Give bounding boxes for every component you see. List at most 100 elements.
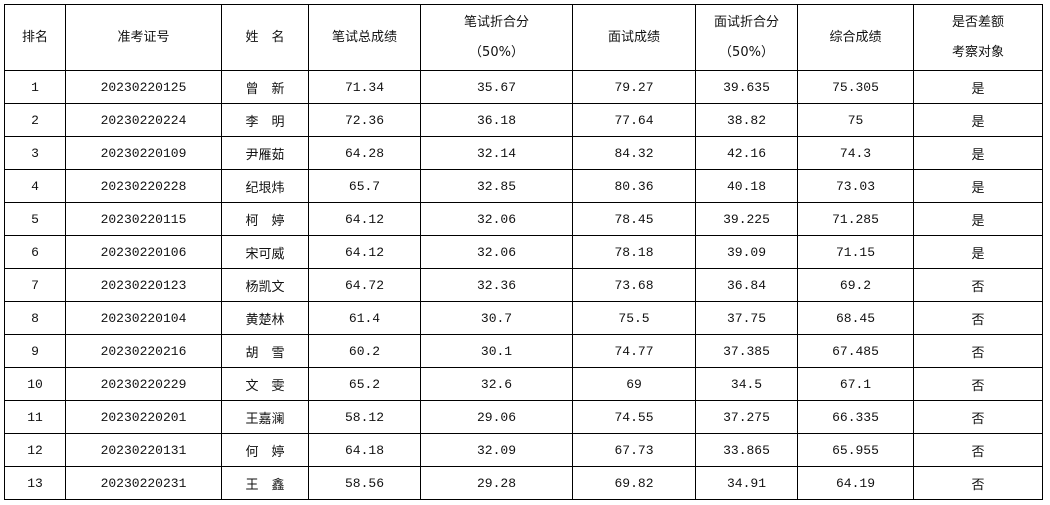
header-written-weighted-label: 笔试折合分 <box>463 14 529 30</box>
table-row: 4 20230220228 纪垠炜 65.7 32.85 80.36 40.18 73.03 是 <box>4 169 1043 203</box>
cell-inspect: 否 <box>913 301 1043 335</box>
cell-overall: 71.15 <box>797 235 914 269</box>
cell-written-total: 64.12 <box>308 235 421 269</box>
cell-rank: 4 <box>4 169 66 203</box>
cell-rank: 6 <box>4 235 66 269</box>
cell-name: 曾 新 <box>221 70 309 104</box>
cell-interview-weighted: 37.275 <box>695 400 798 434</box>
cell-interview-weighted: 42.16 <box>695 136 798 170</box>
cell-interview-weighted: 40.18 <box>695 169 798 203</box>
cell-ticket: 20230220125 <box>65 70 222 104</box>
cell-interview-weighted: 38.82 <box>695 103 798 137</box>
table-row: 6 20230220106 宋可威 64.12 32.06 78.18 39.09 71.15… <box>4 235 1043 269</box>
cell-name: 李 明 <box>221 103 309 137</box>
table-row: 2 20230220224 李 明 72.36 36.18 77.64 38.82 75 是 <box>4 103 1043 137</box>
header-interview-weighted-label: 面试折合分 <box>713 14 779 30</box>
cell-interview-weighted: 34.5 <box>695 367 798 401</box>
cell-inspect: 是 <box>913 202 1043 236</box>
cell-overall: 65.955 <box>797 433 914 467</box>
cell-interview: 78.18 <box>572 235 696 269</box>
table-row: 5 20230220115 柯 婷 64.12 32.06 78.45 39.225 71.2… <box>4 202 1043 236</box>
cell-written-total: 64.28 <box>308 136 421 170</box>
table-row: 11 20230220201 王嘉澜 58.12 29.06 74.55 37.275 66.… <box>4 400 1043 434</box>
cell-interview-weighted: 34.91 <box>695 466 798 500</box>
cell-ticket: 20230220109 <box>65 136 222 170</box>
cell-ticket: 20230220216 <box>65 334 222 368</box>
cell-name: 胡 雪 <box>221 334 309 368</box>
header-written-weighted: 笔试折合分 （50%） <box>420 4 573 71</box>
cell-name: 杨凯文 <box>221 268 309 302</box>
table-row: 10 20230220229 文 雯 65.2 32.6 69 34.5 67.1 否 <box>4 367 1043 401</box>
cell-inspect: 是 <box>913 169 1043 203</box>
cell-interview: 80.36 <box>572 169 696 203</box>
cell-interview-weighted: 39.635 <box>695 70 798 104</box>
cell-written-total: 65.7 <box>308 169 421 203</box>
cell-written-total: 64.12 <box>308 202 421 236</box>
cell-overall: 66.335 <box>797 400 914 434</box>
cell-inspect: 否 <box>913 334 1043 368</box>
cell-inspect: 否 <box>913 433 1043 467</box>
header-interview: 面试成绩 <box>572 4 696 71</box>
cell-overall: 64.19 <box>797 466 914 500</box>
cell-ticket: 20230220224 <box>65 103 222 137</box>
table-row: 1 20230220125 曾 新 71.34 35.67 79.27 39.635 75.3… <box>4 70 1043 104</box>
cell-interview-weighted: 39.09 <box>695 235 798 269</box>
cell-overall: 68.45 <box>797 301 914 335</box>
cell-interview: 75.5 <box>572 301 696 335</box>
cell-inspect: 否 <box>913 367 1043 401</box>
cell-name: 柯 婷 <box>221 202 309 236</box>
header-inspect-line2: 考察对象 <box>951 44 1004 60</box>
cell-rank: 5 <box>4 202 66 236</box>
cell-rank: 7 <box>4 268 66 302</box>
cell-overall: 73.03 <box>797 169 914 203</box>
header-written-total: 笔试总成绩 <box>308 4 421 71</box>
cell-written-total: 58.56 <box>308 466 421 500</box>
cell-inspect: 否 <box>913 268 1043 302</box>
cell-interview-weighted: 36.84 <box>695 268 798 302</box>
cell-written-weighted: 36.18 <box>420 103 573 137</box>
cell-interview-weighted: 33.865 <box>695 433 798 467</box>
table-row: 9 20230220216 胡 雪 60.2 30.1 74.77 37.385 67.485… <box>4 334 1043 368</box>
cell-written-weighted: 35.67 <box>420 70 573 104</box>
cell-name: 尹雁茹 <box>221 136 309 170</box>
cell-interview: 78.45 <box>572 202 696 236</box>
cell-overall: 67.1 <box>797 367 914 401</box>
cell-written-total: 60.2 <box>308 334 421 368</box>
header-written-weighted-note: （50%） <box>469 44 524 60</box>
cell-rank: 12 <box>4 433 66 467</box>
cell-rank: 13 <box>4 466 66 500</box>
table-row: 7 20230220123 杨凯文 64.72 32.36 73.68 36.84 69.2 否 <box>4 268 1043 302</box>
cell-rank: 3 <box>4 136 66 170</box>
cell-written-weighted: 32.6 <box>420 367 573 401</box>
cell-rank: 9 <box>4 334 66 368</box>
cell-written-total: 71.34 <box>308 70 421 104</box>
cell-written-total: 64.72 <box>308 268 421 302</box>
cell-written-total: 64.18 <box>308 433 421 467</box>
cell-overall: 71.285 <box>797 202 914 236</box>
header-name: 姓 名 <box>221 4 309 71</box>
cell-name: 宋可威 <box>221 235 309 269</box>
cell-inspect: 否 <box>913 466 1043 500</box>
cell-inspect: 是 <box>913 70 1043 104</box>
cell-ticket: 20230220201 <box>65 400 222 434</box>
cell-interview-weighted: 37.385 <box>695 334 798 368</box>
cell-rank: 10 <box>4 367 66 401</box>
cell-rank: 1 <box>4 70 66 104</box>
cell-inspect: 否 <box>913 400 1043 434</box>
cell-written-weighted: 32.36 <box>420 268 573 302</box>
cell-ticket: 20230220231 <box>65 466 222 500</box>
cell-interview: 74.77 <box>572 334 696 368</box>
cell-overall: 67.485 <box>797 334 914 368</box>
cell-written-weighted: 29.06 <box>420 400 573 434</box>
cell-name: 纪垠炜 <box>221 169 309 203</box>
cell-interview: 73.68 <box>572 268 696 302</box>
cell-written-total: 58.12 <box>308 400 421 434</box>
cell-inspect: 是 <box>913 235 1043 269</box>
header-ticket: 准考证号 <box>65 4 222 71</box>
cell-written-weighted: 29.28 <box>420 466 573 500</box>
cell-name: 文 雯 <box>221 367 309 401</box>
results-table: 排名 准考证号 姓 名 笔试总成绩 笔试折合分 （50%） 面试成绩 面试折合分 （… <box>4 4 1043 500</box>
cell-written-total: 65.2 <box>308 367 421 401</box>
cell-interview: 74.55 <box>572 400 696 434</box>
cell-name: 王 鑫 <box>221 466 309 500</box>
